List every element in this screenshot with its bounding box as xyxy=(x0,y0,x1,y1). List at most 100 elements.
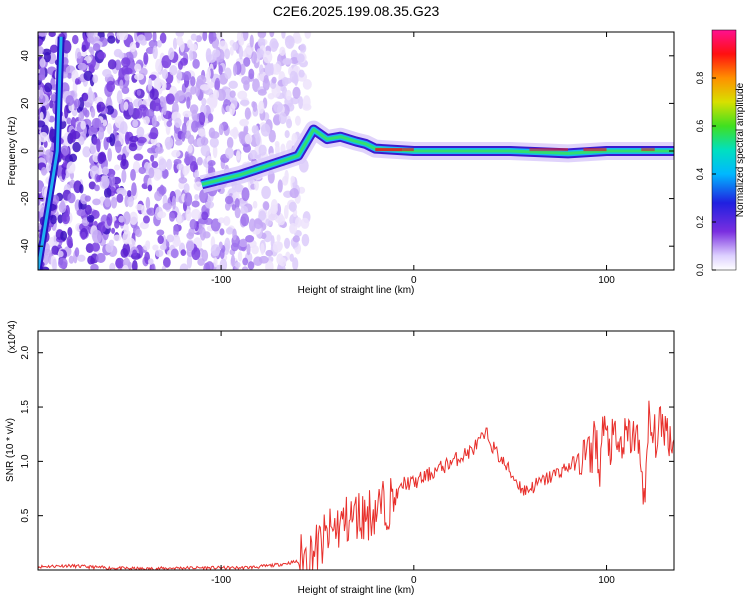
spectrogram-speckle xyxy=(91,117,102,129)
spectrogram-speckle xyxy=(58,201,67,214)
spectrogram-speckle xyxy=(274,140,280,148)
spectrogram-speckle xyxy=(88,126,98,137)
spectrogram-speckle xyxy=(147,258,154,265)
spectrogram-speckle xyxy=(245,235,255,243)
spectrogram-speckle xyxy=(170,248,179,259)
spectrogram-speckle xyxy=(127,196,134,208)
spectrogram-speckle xyxy=(263,201,270,211)
spectrogram-speckle xyxy=(214,77,221,91)
spectrogram-speckle xyxy=(169,65,178,76)
spectrogram-speckle xyxy=(157,115,162,122)
spectrogram-speckle xyxy=(43,51,51,63)
spectrogram-speckle xyxy=(119,121,128,135)
spectrogram-speckle xyxy=(67,238,72,248)
spectrogram-speckle xyxy=(191,200,200,208)
spectrogram-speckle xyxy=(182,110,193,118)
snr-frame xyxy=(37,330,675,571)
snr-panel: -100 0 100 0.5 1.0 1.5 2.0 Height of straight… xyxy=(5,320,675,596)
spectrogram-speckle xyxy=(147,77,153,92)
spectrogram-speckle xyxy=(279,46,286,56)
spectrogram-speckle xyxy=(39,66,46,80)
spectrogram-speckle xyxy=(237,251,243,262)
spectrogram-speckle xyxy=(185,240,195,252)
spectrogram-speckle xyxy=(277,215,286,226)
spectrogram-speckle xyxy=(252,200,258,209)
spectrogram-speckle xyxy=(198,112,206,126)
spectrogram-speckle xyxy=(243,57,251,67)
spectrogram-speckle xyxy=(224,237,231,252)
spectrogram-speckle xyxy=(169,212,176,222)
spectrogram-speckle xyxy=(120,158,129,170)
spectrogram-x-ticks: -100 0 100 xyxy=(211,32,615,286)
spectrogram-speckle xyxy=(44,82,53,93)
spectrogram-speckle xyxy=(224,48,231,60)
spectrogram-y-tick-label: -20 xyxy=(20,191,31,206)
spectrogram-speckle xyxy=(282,57,293,65)
spectrogram-speckle xyxy=(267,208,277,221)
snr-x-label: Height of straight line (km) xyxy=(298,585,415,596)
spectrogram-speckle xyxy=(114,140,122,154)
spectrogram-speckle xyxy=(114,164,121,171)
spectrogram-speckle xyxy=(80,231,87,240)
spectrogram-x-tick-label: -100 xyxy=(211,275,231,286)
spectrogram-speckle xyxy=(96,174,102,183)
spectrogram-speckle xyxy=(134,63,142,72)
figure-title: C2E6.2025.199.08.35.G23 xyxy=(273,3,440,19)
spectrogram-speckle xyxy=(180,249,187,257)
snr-x-tick-label: 100 xyxy=(598,575,615,586)
spectrogram-speckle xyxy=(229,128,239,138)
spectrogram-speckle xyxy=(92,74,99,84)
spectrogram-speckle xyxy=(186,96,191,109)
spectrogram-speckle xyxy=(155,249,164,258)
spectrogram-speckle xyxy=(276,234,281,242)
spectrogram-speckle xyxy=(265,249,273,257)
spectrogram-speckle xyxy=(46,162,52,172)
spectrogram-speckle xyxy=(152,168,162,181)
spectrogram-speckle xyxy=(223,215,231,226)
spectrogram-speckle xyxy=(48,32,56,38)
spectrogram-speckle xyxy=(194,194,200,201)
spectrogram-speckle xyxy=(224,195,234,205)
spectrogram-speckle xyxy=(289,187,299,199)
spectrogram-speckle xyxy=(178,176,188,184)
spectrogram-speckle xyxy=(218,123,224,136)
spectrogram-speckle xyxy=(158,185,167,195)
spectrogram-speckle xyxy=(212,89,220,100)
spectrogram-speckle xyxy=(114,220,120,229)
spectrogram-speckle xyxy=(190,85,197,95)
spectrogram-speckle xyxy=(84,204,92,216)
spectrogram-speckle xyxy=(205,261,214,270)
spectrogram-speckle xyxy=(241,76,251,85)
spectrogram-speckle xyxy=(143,244,150,251)
snr-x-tick-label: 0 xyxy=(411,575,417,586)
spectrogram-speckle xyxy=(296,53,305,63)
spectrogram-speckle xyxy=(216,88,226,101)
spectrogram-speckle xyxy=(96,252,106,263)
spectrogram-speckle xyxy=(77,62,88,71)
spectrogram-speckle xyxy=(194,83,201,97)
spectrogram-speckle xyxy=(174,117,182,128)
spectrogram-marks xyxy=(38,32,674,270)
spectrogram-speckle xyxy=(106,213,113,227)
colorbar-tick-label: 0.0 xyxy=(695,264,705,277)
spectrogram-speckle xyxy=(277,179,283,193)
spectrogram-speckle xyxy=(61,212,70,225)
spectrogram-speckle xyxy=(281,32,286,39)
spectrogram-speckle xyxy=(180,57,188,66)
spectrogram-speckle xyxy=(197,128,206,137)
spectrogram-speckle xyxy=(175,32,184,38)
spectrogram-speckle xyxy=(260,243,265,255)
spectrogram-speckle xyxy=(290,175,296,183)
spectrogram-speckle xyxy=(205,200,215,209)
spectrogram-speckle xyxy=(129,135,139,143)
spectrogram-speckle xyxy=(64,105,69,119)
spectrogram-speckle xyxy=(199,227,206,241)
spectrogram-speckle xyxy=(200,144,211,157)
spectrogram-speckle xyxy=(247,261,255,270)
spectrogram-speckle xyxy=(39,111,44,121)
spectrogram-speckle xyxy=(293,72,299,86)
spectrogram-speckle xyxy=(148,167,155,179)
spectrogram-y-label: Frequency (Hz) xyxy=(7,117,18,186)
spectrogram-speckle xyxy=(68,255,75,264)
spectrogram-speckle xyxy=(188,227,195,237)
